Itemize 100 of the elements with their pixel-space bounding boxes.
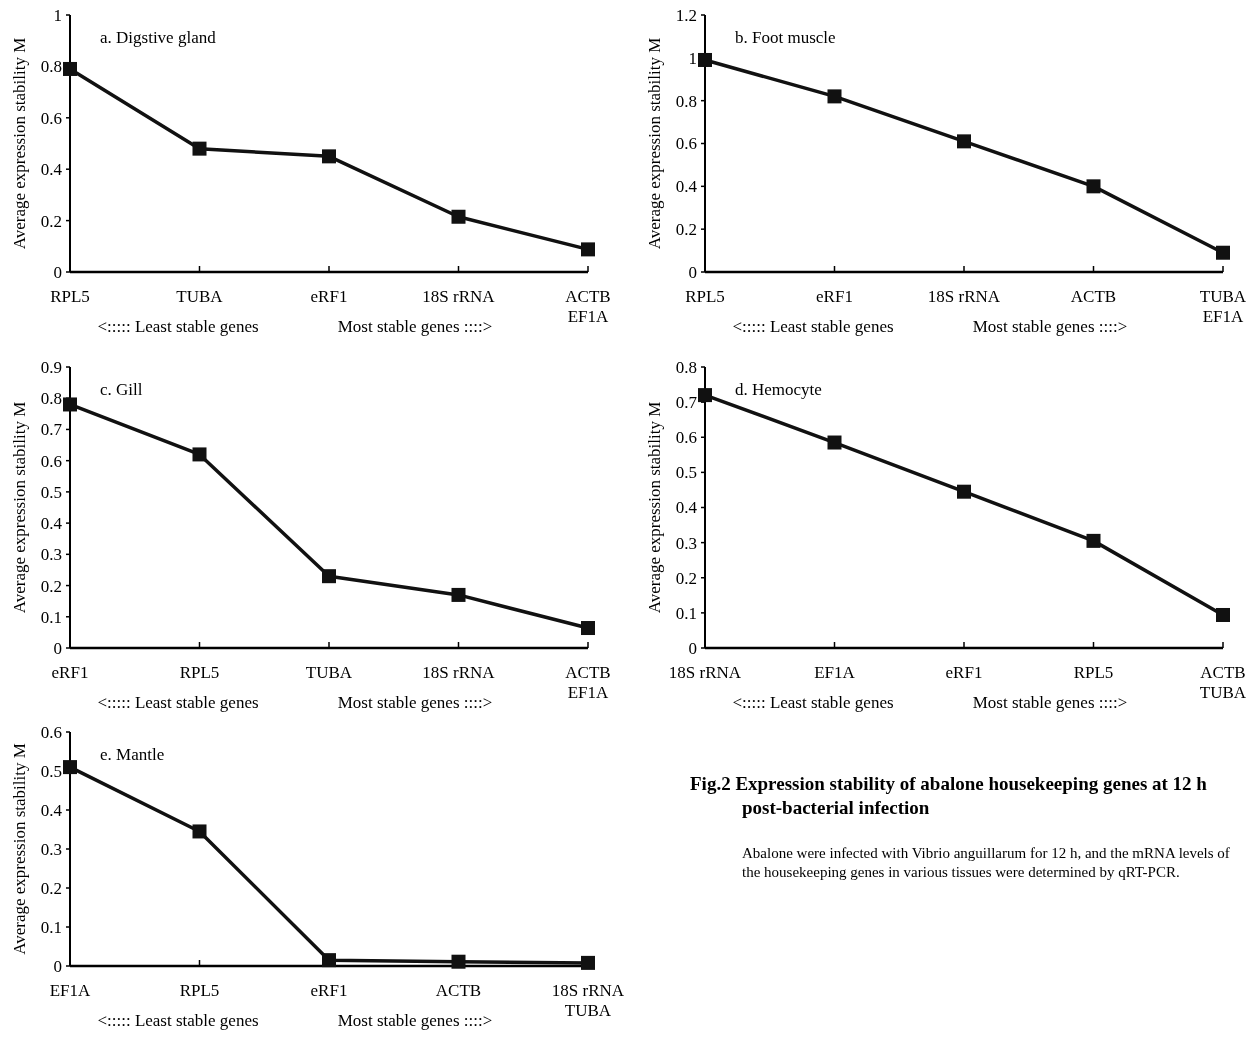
point bbox=[192, 141, 207, 156]
y-tick-label: 0.6 bbox=[40, 108, 62, 128]
text: c. Gill bbox=[100, 380, 143, 399]
point bbox=[581, 242, 595, 257]
y-tick-label: 0.6 bbox=[40, 722, 62, 742]
text: d. Hemocyte bbox=[735, 380, 822, 399]
point bbox=[63, 61, 77, 76]
y-tick-label: 0.2 bbox=[40, 878, 62, 898]
x-tick-label: RPL5 bbox=[685, 287, 725, 306]
x-tick-label: ACTB bbox=[435, 981, 482, 1000]
x-tick-label: RPL5 bbox=[50, 287, 90, 306]
y-tick-label: 0.1 bbox=[675, 603, 697, 623]
x-tick-label: TUBA EF1A bbox=[1199, 287, 1247, 326]
text: Most stable genes ::::> bbox=[972, 317, 1128, 336]
x-tick-label: ACTB TUBA bbox=[1199, 663, 1247, 702]
y-tick-label: 0.5 bbox=[675, 463, 697, 483]
text: Most stable genes ::::> bbox=[337, 693, 493, 712]
text: <::::: Least stable genes bbox=[97, 1011, 259, 1030]
point bbox=[827, 89, 842, 104]
y-tick-label: 0.4 bbox=[675, 177, 698, 197]
y-tick-label: 0.2 bbox=[675, 220, 697, 240]
x-tick-label: EF1A bbox=[49, 981, 92, 1000]
x-tick-label: eRF1 bbox=[310, 287, 348, 306]
text: <::::: Least stable genes bbox=[97, 693, 259, 712]
point bbox=[451, 954, 466, 969]
x-tick-label: EF1A bbox=[814, 663, 856, 682]
y-axis-title: Average expression stability M bbox=[645, 401, 664, 614]
y-tick-label: 0 bbox=[688, 262, 697, 282]
text: e. Mantle bbox=[100, 745, 165, 764]
point bbox=[322, 953, 336, 968]
point bbox=[63, 760, 77, 775]
text: Most stable genes ::::> bbox=[337, 317, 493, 336]
point bbox=[451, 209, 466, 224]
point bbox=[322, 569, 336, 584]
y-tick-label: 1.2 bbox=[675, 5, 697, 25]
y-tick-label: 0.4 bbox=[40, 160, 63, 180]
point bbox=[698, 388, 712, 403]
point bbox=[581, 955, 595, 970]
y-tick-label: 0.5 bbox=[40, 482, 62, 502]
point bbox=[192, 447, 207, 462]
text: Fig.2 Expression stability of abalone housekeeping genes at 12 h post-bacterial infection bbox=[690, 773, 1208, 818]
x-tick-label: TUBA bbox=[305, 663, 353, 682]
point bbox=[63, 397, 77, 412]
x-tick-label: TUBA bbox=[176, 287, 224, 306]
point bbox=[957, 134, 971, 149]
point bbox=[698, 52, 712, 67]
text: Most stable genes ::::> bbox=[337, 1011, 493, 1030]
y-tick-label: 0.7 bbox=[675, 393, 698, 413]
point bbox=[192, 824, 207, 839]
point bbox=[581, 621, 595, 636]
x-tick-label: eRF1 bbox=[816, 287, 853, 306]
x-tick-label: 18S rRNA TUBA bbox=[551, 981, 625, 1020]
y-tick-label: 0.4 bbox=[40, 514, 63, 534]
x-tick-label: ACTB EF1A bbox=[565, 287, 611, 326]
x-tick-label: RPL5 bbox=[179, 981, 220, 1000]
y-tick-label: 0.2 bbox=[40, 576, 62, 596]
x-tick-label: eRF1 bbox=[945, 663, 983, 682]
x-tick-label: 18S rRNA bbox=[927, 287, 1001, 306]
y-tick-label: 0 bbox=[53, 262, 62, 282]
y-tick-label: 0.6 bbox=[675, 428, 697, 448]
text: Most stable genes ::::> bbox=[972, 693, 1128, 712]
y-tick-label: 0.2 bbox=[40, 211, 62, 231]
y-tick-label: 0.5 bbox=[40, 761, 62, 781]
y-tick-label: 0.4 bbox=[40, 800, 63, 820]
y-tick-label: 0 bbox=[688, 638, 697, 658]
y-tick-label: 0.8 bbox=[40, 57, 62, 77]
y-tick-label: 0.7 bbox=[40, 420, 63, 440]
point bbox=[1216, 245, 1230, 260]
y-tick-label: 0 bbox=[53, 956, 62, 976]
text: <::::: Least stable genes bbox=[732, 317, 894, 336]
text: <::::: Least stable genes bbox=[732, 693, 894, 712]
y-tick-label: 0.6 bbox=[675, 134, 697, 154]
x-tick-label: ACTB EF1A bbox=[565, 663, 611, 702]
y-axis-title: Average expression stability M bbox=[645, 37, 664, 250]
point bbox=[957, 484, 971, 499]
y-tick-label: 0.9 bbox=[40, 357, 62, 377]
y-tick-label: 0.3 bbox=[40, 545, 62, 565]
text: Abalone were infected with Vibrio anguillarum for 12 h, and the mRNA levels of the housekeeping genes in various tissues were determined by qRT-PCR. bbox=[742, 845, 1230, 880]
y-tick-label: 0.4 bbox=[675, 498, 698, 518]
y-tick-label: 1 bbox=[688, 48, 697, 68]
y-tick-label: 0 bbox=[53, 638, 62, 658]
y-tick-label: 0.1 bbox=[40, 607, 62, 627]
text: a. Digstive gland bbox=[100, 28, 217, 47]
x-tick-label: RPL5 bbox=[1073, 663, 1114, 682]
text: <::::: Least stable genes bbox=[97, 317, 259, 336]
y-tick-label: 0.8 bbox=[675, 91, 697, 111]
x-tick-label: RPL5 bbox=[179, 663, 220, 682]
y-tick-label: 0.8 bbox=[40, 389, 62, 409]
point bbox=[1086, 179, 1101, 194]
y-tick-label: 0.1 bbox=[40, 917, 62, 937]
point bbox=[1216, 607, 1230, 622]
x-tick-label: ACTB bbox=[1070, 287, 1117, 306]
x-tick-label: eRF1 bbox=[310, 981, 348, 1000]
x-tick-label: 18S rRNA bbox=[422, 287, 496, 306]
point bbox=[451, 587, 466, 602]
point bbox=[322, 149, 336, 164]
y-axis-title: Average expression stability M bbox=[10, 37, 29, 250]
y-tick-label: 0.8 bbox=[675, 357, 697, 377]
y-tick-label: 0.3 bbox=[675, 533, 697, 553]
y-axis-title: Average expression stability M bbox=[10, 743, 29, 955]
